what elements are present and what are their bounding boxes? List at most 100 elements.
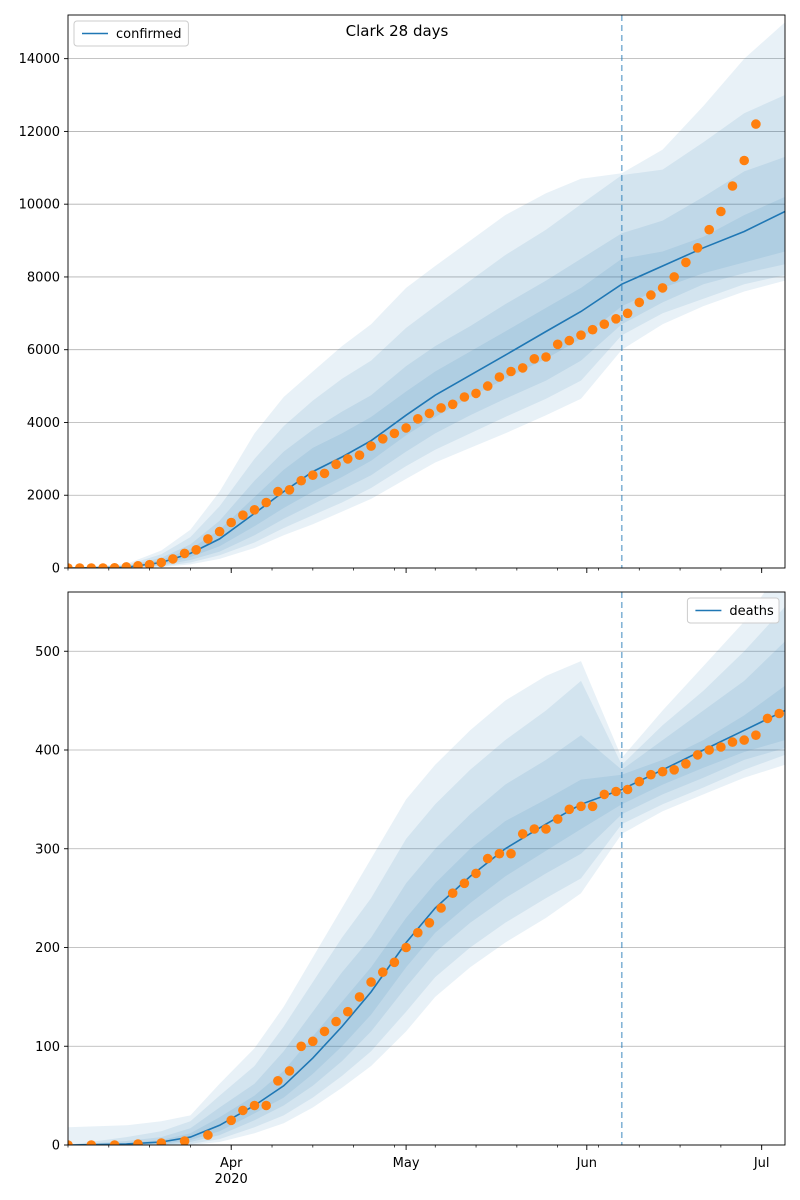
observed-point: [471, 388, 481, 399]
y-tick-label: 4000: [27, 416, 60, 431]
observed-point: [203, 534, 213, 544]
observed-point: [284, 1066, 295, 1076]
figure-title: Clark 28 days: [346, 22, 449, 40]
x-tick-label: Jul: [753, 1156, 770, 1171]
observed-point: [587, 324, 598, 335]
axes-frame: [67, 591, 786, 1146]
observed-point: [517, 363, 528, 373]
observed-point: [68, 563, 73, 568]
observed-point: [413, 414, 423, 424]
observed-point: [576, 330, 586, 341]
observed-point: [308, 1036, 318, 1047]
observed-point: [109, 563, 120, 568]
uncertainty-band-80: [68, 641, 785, 1145]
observed-point: [552, 339, 563, 350]
observed-point: [121, 562, 132, 568]
y-tick-label: 0: [52, 1139, 60, 1154]
observed-point: [622, 784, 633, 795]
observed-point: [669, 765, 679, 775]
observed-point: [459, 392, 470, 402]
observed-point: [296, 1041, 307, 1052]
observed-point: [646, 290, 656, 300]
y-tick-label: 10000: [19, 198, 60, 213]
observed-point: [156, 557, 167, 568]
observed-point: [424, 408, 435, 419]
observed-point: [354, 450, 365, 461]
y-tick-label: 400: [35, 744, 60, 759]
observed-point: [179, 1136, 190, 1145]
observed-point: [156, 1138, 167, 1145]
observed-point: [622, 308, 633, 319]
observed-point: [261, 1100, 272, 1111]
observed-point: [109, 1140, 120, 1145]
observed-point: [611, 314, 621, 324]
observed-point: [331, 1016, 341, 1027]
observed-point: [774, 708, 784, 719]
legend: confirmed: [73, 20, 189, 47]
uncertainty-band-50: [68, 685, 785, 1145]
observed-point: [86, 1140, 97, 1145]
x-tick-label: Apr: [220, 1156, 243, 1171]
observed-point: [564, 335, 575, 346]
observed-point: [226, 517, 236, 528]
observed-point: [319, 468, 330, 479]
observed-point: [296, 475, 307, 486]
legend-box: [73, 20, 189, 47]
uncertainty-band-50: [68, 196, 785, 568]
x-tick-sublabel: 2020: [215, 1172, 248, 1187]
observed-point: [319, 1026, 330, 1037]
observed-point: [657, 283, 668, 293]
observed-point: [529, 824, 540, 834]
observed-point: [133, 1139, 143, 1145]
observed-point: [482, 853, 493, 864]
observed-point: [214, 526, 225, 537]
observed-point: [459, 878, 470, 889]
observed-point: [203, 1130, 213, 1140]
observed-point: [727, 737, 738, 747]
y-tick-label: 300: [35, 842, 60, 857]
observed-point: [739, 155, 749, 166]
uncertainty-band-80: [68, 156, 785, 568]
y-tick-label: 100: [35, 1040, 60, 1055]
observed-point: [436, 403, 446, 413]
plot-area: [68, 22, 785, 568]
observed-point: [284, 485, 295, 495]
observed-point: [494, 372, 505, 382]
y-tick-label: 8000: [27, 270, 60, 285]
observed-point: [541, 824, 551, 834]
observed-point: [144, 559, 155, 568]
observed-point: [692, 750, 703, 760]
observed-point: [587, 801, 598, 812]
legend: deaths: [686, 597, 780, 624]
observed-point: [506, 848, 516, 859]
observed-point: [704, 745, 714, 755]
observed-point: [506, 366, 516, 377]
observed-point: [366, 441, 376, 451]
observed-point: [646, 769, 656, 780]
observed-point: [634, 776, 645, 787]
observed-point: [378, 434, 388, 444]
observed-point: [191, 545, 201, 555]
observed-point: [273, 486, 283, 497]
observed-point: [343, 1006, 353, 1017]
observed-point: [564, 804, 575, 815]
observed-point: [413, 927, 423, 938]
observed-point: [343, 454, 353, 464]
axes-frame: [67, 14, 786, 569]
observed-point: [529, 354, 540, 364]
observed-point: [238, 1105, 248, 1116]
observed-point: [634, 297, 645, 308]
observed-point: [669, 272, 679, 282]
observed-point: [762, 713, 773, 724]
observed-point: [576, 801, 586, 812]
observed-point: [249, 505, 260, 515]
observed-point: [681, 257, 691, 268]
observed-point: [226, 1115, 236, 1126]
y-tick-label: 200: [35, 941, 60, 956]
observed-point: [447, 399, 458, 410]
y-tick-label: 2000: [27, 489, 60, 504]
y-tick-label: 12000: [19, 125, 60, 140]
observed-point: [751, 730, 761, 740]
uncertainty-band-99: [68, 22, 785, 568]
x-tick-label: Jun: [576, 1156, 597, 1171]
